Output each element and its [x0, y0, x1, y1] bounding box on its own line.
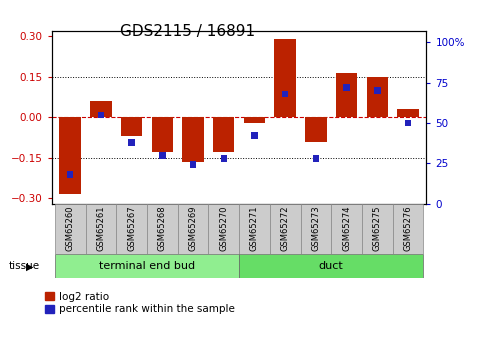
Bar [151, 117, 173, 152]
Bar [55, 204, 86, 254]
Text: GSM65272: GSM65272 [281, 206, 290, 251]
Text: duct: duct [319, 261, 344, 270]
Bar [397, 109, 419, 117]
Bar [239, 204, 270, 254]
Bar [177, 204, 209, 254]
Legend: log2 ratio, percentile rank within the sample: log2 ratio, percentile rank within the s… [45, 292, 235, 314]
Bar [301, 204, 331, 254]
Text: GSM65261: GSM65261 [97, 206, 106, 251]
Text: GSM65275: GSM65275 [373, 206, 382, 251]
Bar [275, 39, 296, 117]
Bar [128, 139, 135, 146]
Bar [90, 101, 111, 117]
Bar [86, 204, 116, 254]
Text: GSM65276: GSM65276 [403, 206, 413, 251]
Bar [305, 117, 327, 141]
Bar [367, 77, 388, 117]
Bar [343, 84, 350, 91]
Text: GSM65271: GSM65271 [250, 206, 259, 251]
Bar [182, 117, 204, 162]
Text: ▶: ▶ [26, 262, 33, 271]
Text: GSM65270: GSM65270 [219, 206, 228, 251]
Bar [147, 204, 177, 254]
Bar [60, 117, 81, 194]
Text: GSM65267: GSM65267 [127, 206, 136, 251]
Text: GSM65260: GSM65260 [66, 206, 75, 251]
Bar [244, 117, 265, 123]
Bar [159, 152, 166, 159]
Bar [270, 204, 301, 254]
Bar [116, 204, 147, 254]
Bar [251, 132, 258, 139]
Bar [98, 111, 104, 118]
Bar [121, 117, 142, 136]
Bar [362, 204, 392, 254]
Bar [392, 204, 423, 254]
Bar [405, 120, 411, 126]
Text: GSM65268: GSM65268 [158, 206, 167, 251]
Text: GDS2115 / 16891: GDS2115 / 16891 [120, 24, 255, 39]
Bar [282, 90, 288, 97]
Text: GSM65274: GSM65274 [342, 206, 351, 251]
Bar [331, 204, 362, 254]
Bar [374, 87, 381, 94]
Bar [67, 171, 73, 178]
Bar [209, 204, 239, 254]
Text: tissue: tissue [9, 262, 40, 271]
Bar [190, 161, 196, 168]
Bar [336, 73, 357, 117]
Bar [313, 155, 319, 162]
Bar [220, 155, 227, 162]
Bar [239, 254, 423, 278]
Text: GSM65269: GSM65269 [188, 206, 198, 251]
Text: terminal end bud: terminal end bud [99, 261, 195, 270]
Bar [55, 254, 239, 278]
Bar [213, 117, 235, 152]
Text: GSM65273: GSM65273 [312, 206, 320, 251]
